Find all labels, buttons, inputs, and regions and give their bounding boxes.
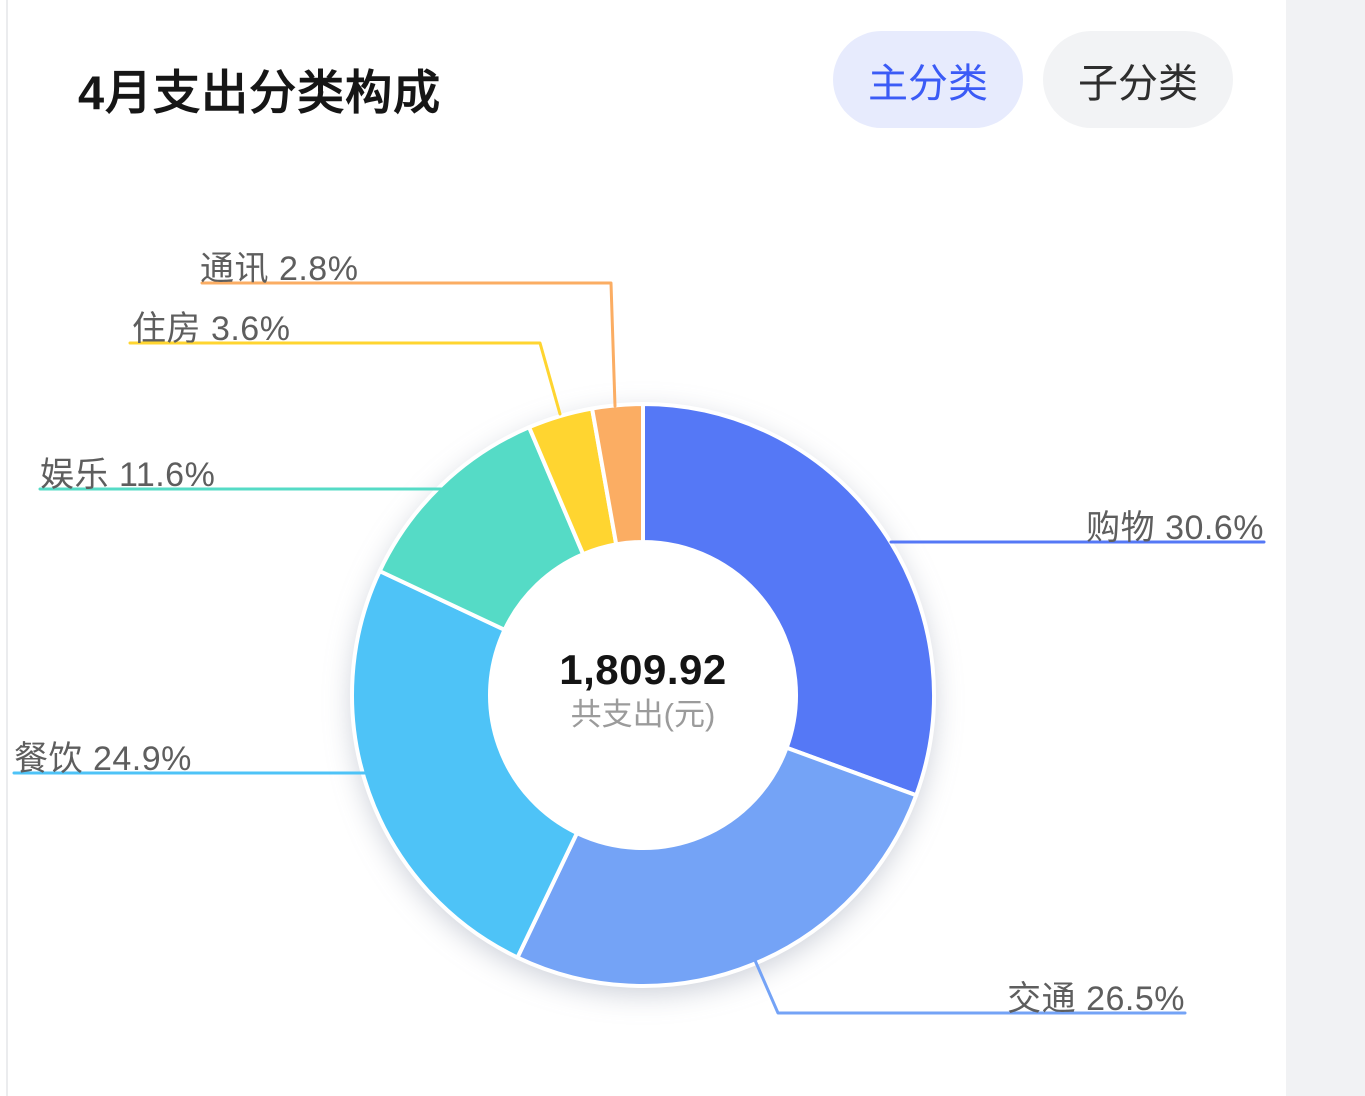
slice-shopping[interactable] — [641, 402, 936, 798]
category-toggle-group: 主分类 子分类 — [833, 31, 1233, 128]
slice-label-transport: 交通 26.5% — [1007, 980, 1185, 1018]
page-right-gutter — [1286, 0, 1365, 1096]
slice-dining[interactable] — [350, 569, 579, 960]
slice-label-communication: 通讯 2.8% — [200, 250, 359, 288]
slice-label-dining: 餐饮 24.9% — [14, 740, 192, 778]
leader-line-housing — [128, 341, 562, 416]
slice-label-entertainment: 娱乐 11.6% — [40, 456, 216, 494]
page-title: 4月支出分类构成 — [78, 66, 442, 119]
leader-line-transport — [752, 956, 1187, 1015]
slice-communication[interactable] — [590, 402, 645, 547]
toggle-main-category[interactable]: 主分类 — [833, 31, 1023, 128]
page-left-border — [6, 0, 8, 1096]
leader-line-communication — [200, 281, 617, 408]
slice-label-housing: 住房 3.6% — [132, 310, 291, 348]
slice-label-shopping: 购物 30.6% — [1086, 509, 1264, 547]
toggle-sub-category[interactable]: 子分类 — [1043, 31, 1233, 128]
slice-transport[interactable] — [515, 745, 919, 988]
